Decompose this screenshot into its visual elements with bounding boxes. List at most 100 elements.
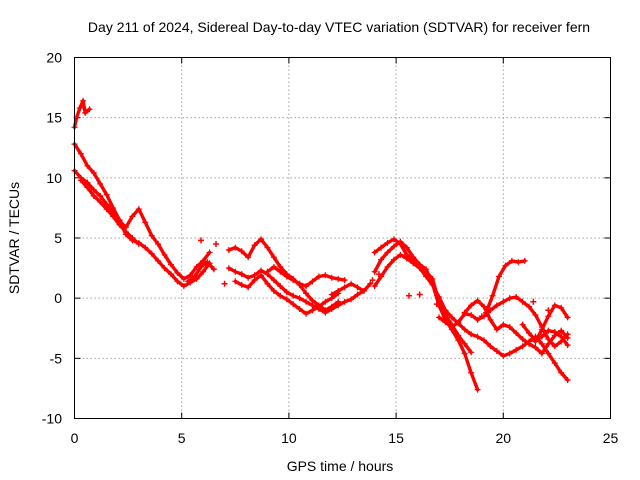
x-tick-label: 10 <box>281 430 297 446</box>
data-point <box>155 257 162 264</box>
data-point <box>508 257 515 264</box>
data-point <box>232 268 239 275</box>
data-point <box>423 273 430 280</box>
data-point <box>197 263 204 270</box>
data-point <box>384 249 391 256</box>
data-point <box>270 254 277 261</box>
series-track-1 <box>72 99 92 129</box>
x-tick-label: 20 <box>496 430 512 446</box>
data-point <box>135 241 142 248</box>
data-point <box>371 249 378 256</box>
data-point <box>500 321 507 328</box>
data-point <box>204 259 211 266</box>
data-point <box>526 303 533 310</box>
data-point <box>468 331 475 338</box>
data-point <box>506 350 513 357</box>
data-point <box>232 244 239 251</box>
data-point <box>315 273 322 280</box>
plot-area <box>71 97 571 393</box>
data-point <box>461 340 468 347</box>
data-point <box>97 180 104 187</box>
data-point <box>493 326 500 333</box>
x-tick-label: 25 <box>603 430 619 446</box>
data-point <box>315 303 322 310</box>
data-point <box>90 186 97 193</box>
data-point <box>461 350 468 357</box>
data-point <box>116 221 123 228</box>
data-point <box>405 292 412 299</box>
data-point <box>225 265 232 272</box>
data-point <box>232 278 239 285</box>
data-point <box>360 287 367 294</box>
data-point <box>129 213 136 220</box>
data-point <box>526 330 533 337</box>
tick-labels: 0 5 10 15 20 25 -10 -5 0 5 10 15 20 <box>42 50 619 447</box>
data-point <box>225 247 232 254</box>
data-point <box>500 298 507 305</box>
data-point <box>558 333 565 340</box>
data-point <box>270 287 277 294</box>
data-point <box>397 241 404 248</box>
data-point <box>122 228 129 235</box>
data-point <box>348 280 355 287</box>
data-point <box>258 272 265 279</box>
data-point <box>519 298 526 305</box>
data-point <box>429 281 436 288</box>
data-point <box>538 326 545 333</box>
data-point <box>303 290 310 297</box>
data-point <box>468 369 475 376</box>
data-point <box>500 352 507 359</box>
data-point <box>455 319 462 326</box>
data-point <box>238 248 245 255</box>
data-point <box>489 292 496 299</box>
data-point <box>513 330 520 337</box>
y-tick-label: 5 <box>54 230 62 246</box>
x-tick-label: 15 <box>388 430 404 446</box>
data-point <box>429 275 436 282</box>
series-track-4 <box>79 178 141 246</box>
data-point <box>135 206 142 213</box>
data-point <box>416 291 423 298</box>
data-point <box>277 268 284 275</box>
data-point <box>397 251 404 258</box>
data-point <box>390 236 397 243</box>
y-tick-label: 10 <box>46 170 62 186</box>
data-point <box>238 281 245 288</box>
data-point <box>264 268 271 275</box>
grid <box>74 57 611 419</box>
data-point <box>97 192 104 199</box>
data-point <box>410 260 417 267</box>
data-point <box>185 278 192 285</box>
data-point <box>461 326 468 333</box>
data-point <box>384 263 391 270</box>
data-point <box>551 360 558 367</box>
data-point <box>322 298 329 305</box>
data-point <box>296 280 303 287</box>
series-track-18 <box>520 322 570 347</box>
data-point <box>80 97 87 104</box>
data-point <box>341 277 348 284</box>
plot-frame <box>74 57 611 419</box>
data-point <box>468 302 475 309</box>
data-point <box>513 346 520 353</box>
data-point <box>328 291 335 298</box>
data-point <box>442 308 449 315</box>
x-axis-label: GPS time / hours <box>287 458 394 474</box>
data-point <box>142 219 149 226</box>
data-point <box>90 192 97 199</box>
data-point <box>367 280 374 287</box>
data-point <box>167 261 174 268</box>
series-track-2 <box>72 142 212 288</box>
data-point <box>532 344 539 351</box>
data-point <box>403 255 410 262</box>
y-axis-label: SDTVAR / TECUs <box>6 182 22 294</box>
data-point <box>309 307 316 314</box>
data-point <box>76 105 83 112</box>
data-point <box>200 257 207 264</box>
data-point <box>538 333 545 340</box>
data-point <box>481 303 488 310</box>
data-point <box>371 268 378 275</box>
data-point <box>390 256 397 263</box>
data-point <box>82 109 89 116</box>
data-point <box>519 321 526 328</box>
